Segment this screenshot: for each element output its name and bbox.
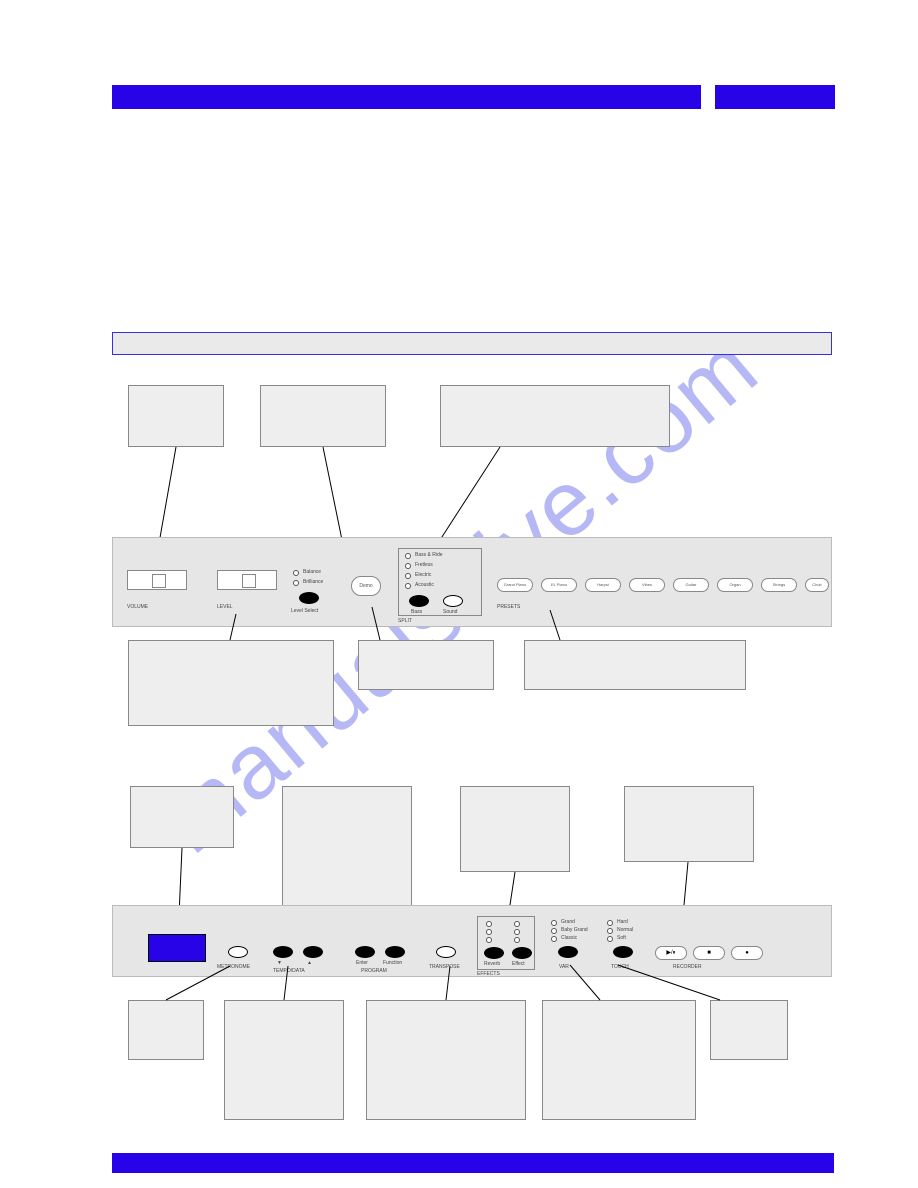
- control-panel-upper: VOLUME LEVEL Level Select Balance Brilli…: [112, 537, 832, 627]
- callout-split: [440, 385, 670, 447]
- touch-opt-1: Normal: [617, 927, 633, 933]
- split-opt-0: Bass & Ride: [415, 552, 443, 558]
- level-select-label: Level Select: [291, 608, 318, 614]
- function-label: Function: [383, 960, 402, 966]
- touch-label: TOUCH: [611, 964, 629, 970]
- program-enter-button[interactable]: [355, 946, 375, 958]
- var-opt-1: Baby Grand: [561, 927, 588, 933]
- transpose-label: TRANSPOSE: [429, 964, 460, 970]
- callout-volume: [128, 385, 224, 447]
- level-label: LEVEL: [217, 604, 233, 610]
- page: manualshive.com VOLUME LEVEL Level Selec…: [0, 0, 918, 1188]
- balance-led: [293, 570, 299, 576]
- preset-grand-piano[interactable]: Grand Piano: [497, 578, 533, 592]
- callout-recorder: [624, 786, 754, 862]
- demo-button[interactable]: Demo: [351, 576, 381, 596]
- recorder-record-button[interactable]: ●: [731, 946, 763, 960]
- brilliance-led: [293, 580, 299, 586]
- callout-tempodata: [224, 1000, 344, 1120]
- callout-effects: [460, 786, 570, 872]
- bass-label: Bass: [411, 609, 422, 615]
- callout-var-touch: [542, 1000, 696, 1120]
- split-label: SPLIT: [398, 618, 412, 624]
- volume-slider[interactable]: [127, 570, 187, 590]
- preset-guitar[interactable]: Guitar: [673, 578, 709, 592]
- reverb-label: Reverb: [484, 961, 500, 967]
- callout-presets: [524, 640, 746, 690]
- split-opt-1: Fretless: [415, 562, 433, 568]
- split-opt-2: Electric: [415, 572, 431, 578]
- callout-level: [260, 385, 386, 447]
- tempo-up-button[interactable]: [303, 946, 323, 958]
- recorder-stop-button[interactable]: ■: [693, 946, 725, 960]
- callout-demo: [358, 640, 494, 690]
- effects-group: Reverb Effect: [477, 916, 535, 970]
- effect-button[interactable]: [512, 947, 532, 959]
- callout-program: [282, 786, 412, 906]
- presets-label: PRESETS: [497, 604, 520, 610]
- callout-lcd: [130, 786, 234, 848]
- balance-led-label: Balance: [303, 569, 321, 575]
- split-bass-button[interactable]: [409, 595, 429, 607]
- effect-label: Effect: [512, 961, 525, 967]
- split-group: Bass & Ride Fretless Electric Acoustic B…: [398, 548, 482, 616]
- recorder-play-button[interactable]: ▶/⏸: [655, 946, 687, 960]
- transpose-button[interactable]: [436, 946, 456, 958]
- recorder-label: RECORDER: [673, 964, 702, 970]
- split-opt-3: Acoustic: [415, 582, 434, 588]
- preset-strings[interactable]: Strings: [761, 578, 797, 592]
- preset-choir[interactable]: Choir: [805, 578, 829, 592]
- preset-el-piano[interactable]: EL Piano: [541, 578, 577, 592]
- preset-vibes[interactable]: Vibes: [629, 578, 665, 592]
- callout-touch: [710, 1000, 788, 1060]
- lcd-display: [148, 934, 206, 962]
- callout-level-select: [128, 640, 334, 726]
- reverb-button[interactable]: [484, 947, 504, 959]
- split-sound-button[interactable]: [443, 595, 463, 607]
- preset-organ[interactable]: Organ: [717, 578, 753, 592]
- level-slider[interactable]: [217, 570, 277, 590]
- tempo-down-button[interactable]: [273, 946, 293, 958]
- callout-transpose: [366, 1000, 526, 1120]
- metronome-label: METRONOME: [217, 964, 250, 970]
- section-header-strip: [112, 332, 832, 355]
- var-label: VAR: [559, 964, 569, 970]
- touch-opt-2: Soft: [617, 935, 626, 941]
- touch-opt-0: Hard: [617, 919, 628, 925]
- program-function-button[interactable]: [385, 946, 405, 958]
- preset-harpsi[interactable]: Harpsi: [585, 578, 621, 592]
- metronome-button[interactable]: [228, 946, 248, 958]
- program-label: PROGRAM: [361, 968, 387, 974]
- var-opt-0: Grand: [561, 919, 575, 925]
- level-select-button[interactable]: [299, 592, 319, 604]
- footer-bar: [112, 1153, 834, 1173]
- tempodata-label: TEMPO/DATA: [273, 968, 305, 974]
- var-opt-2: Classic: [561, 935, 577, 941]
- touch-button[interactable]: [613, 946, 633, 958]
- var-button[interactable]: [558, 946, 578, 958]
- volume-label: VOLUME: [127, 604, 148, 610]
- sound-label: Sound: [443, 609, 457, 615]
- control-panel-lower: METRONOME ▼ ▲ TEMPO/DATA Enter Function …: [112, 905, 832, 977]
- callout-metronome: [128, 1000, 204, 1060]
- enter-label: Enter: [356, 960, 368, 966]
- top-header-bar: [112, 85, 835, 109]
- effects-label: EFFECTS: [477, 971, 500, 977]
- brilliance-led-label: Brilliance: [303, 579, 323, 585]
